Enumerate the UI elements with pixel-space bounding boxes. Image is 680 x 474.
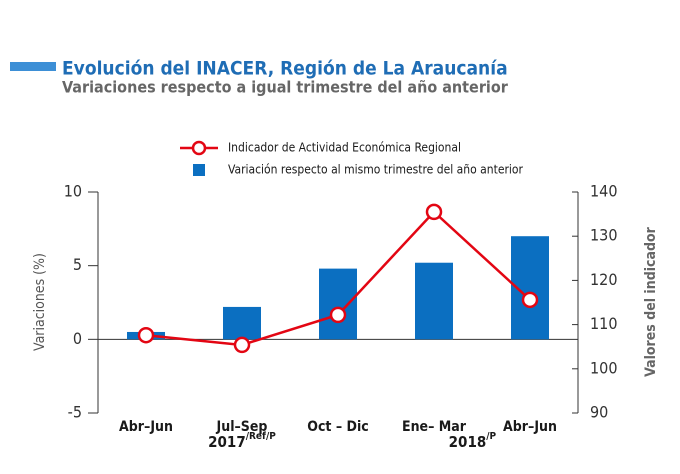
y2-tick-label: 140: [590, 182, 617, 201]
line-marker: [329, 306, 347, 324]
legend-swatch: [193, 164, 205, 176]
group-year: 2017: [208, 433, 246, 451]
x-tick-label: Jul–Sep: [216, 419, 268, 435]
y2-tick-label: 90: [590, 403, 608, 422]
y2-axis-label: Valores del indicador: [643, 226, 659, 377]
y2-tick-label: 120: [590, 270, 617, 289]
group-suffix: /P: [486, 431, 496, 442]
bar: [415, 262, 453, 340]
bar: [319, 268, 357, 340]
y-axis-label: Variaciones (%): [32, 253, 48, 351]
y-tick-label: 0: [73, 329, 82, 348]
y2-tick-label: 110: [590, 314, 617, 333]
legend-label: Variación respecto al mismo trimestre de…: [228, 163, 524, 177]
x-tick-label: Abr–Jun: [119, 419, 173, 435]
line-marker: [425, 203, 443, 221]
line-marker: [233, 336, 251, 354]
y-tick-label: -5: [68, 403, 82, 422]
group-suffix: /Ref/P: [246, 431, 277, 442]
y-tick-label: 10: [64, 182, 82, 201]
group-year: 2018: [449, 433, 487, 451]
x-tick-label: Oct – Dic: [307, 419, 369, 435]
line-marker: [137, 326, 155, 344]
line-marker: [521, 291, 539, 309]
legend-label: Indicador de Actividad Económica Regiona…: [228, 141, 461, 155]
title-marker: [10, 62, 56, 71]
y2-tick-label: 130: [590, 226, 617, 245]
y-tick-label: 5: [73, 255, 82, 274]
y2-tick-label: 100: [590, 358, 617, 377]
x-tick-label: Abr–Jun: [503, 419, 557, 435]
bar: [223, 306, 261, 340]
legend-marker: [191, 140, 207, 156]
x-group-label: 2017/Ref/P: [208, 431, 276, 451]
x-tick-label: Ene– Mar: [402, 419, 467, 435]
chart-subtitle: Variaciones respecto a igual trimestre d…: [62, 78, 509, 97]
chart-title: Evolución del INACER, Región de La Arauc…: [62, 58, 508, 80]
x-group-label: 2018/P: [449, 431, 497, 451]
